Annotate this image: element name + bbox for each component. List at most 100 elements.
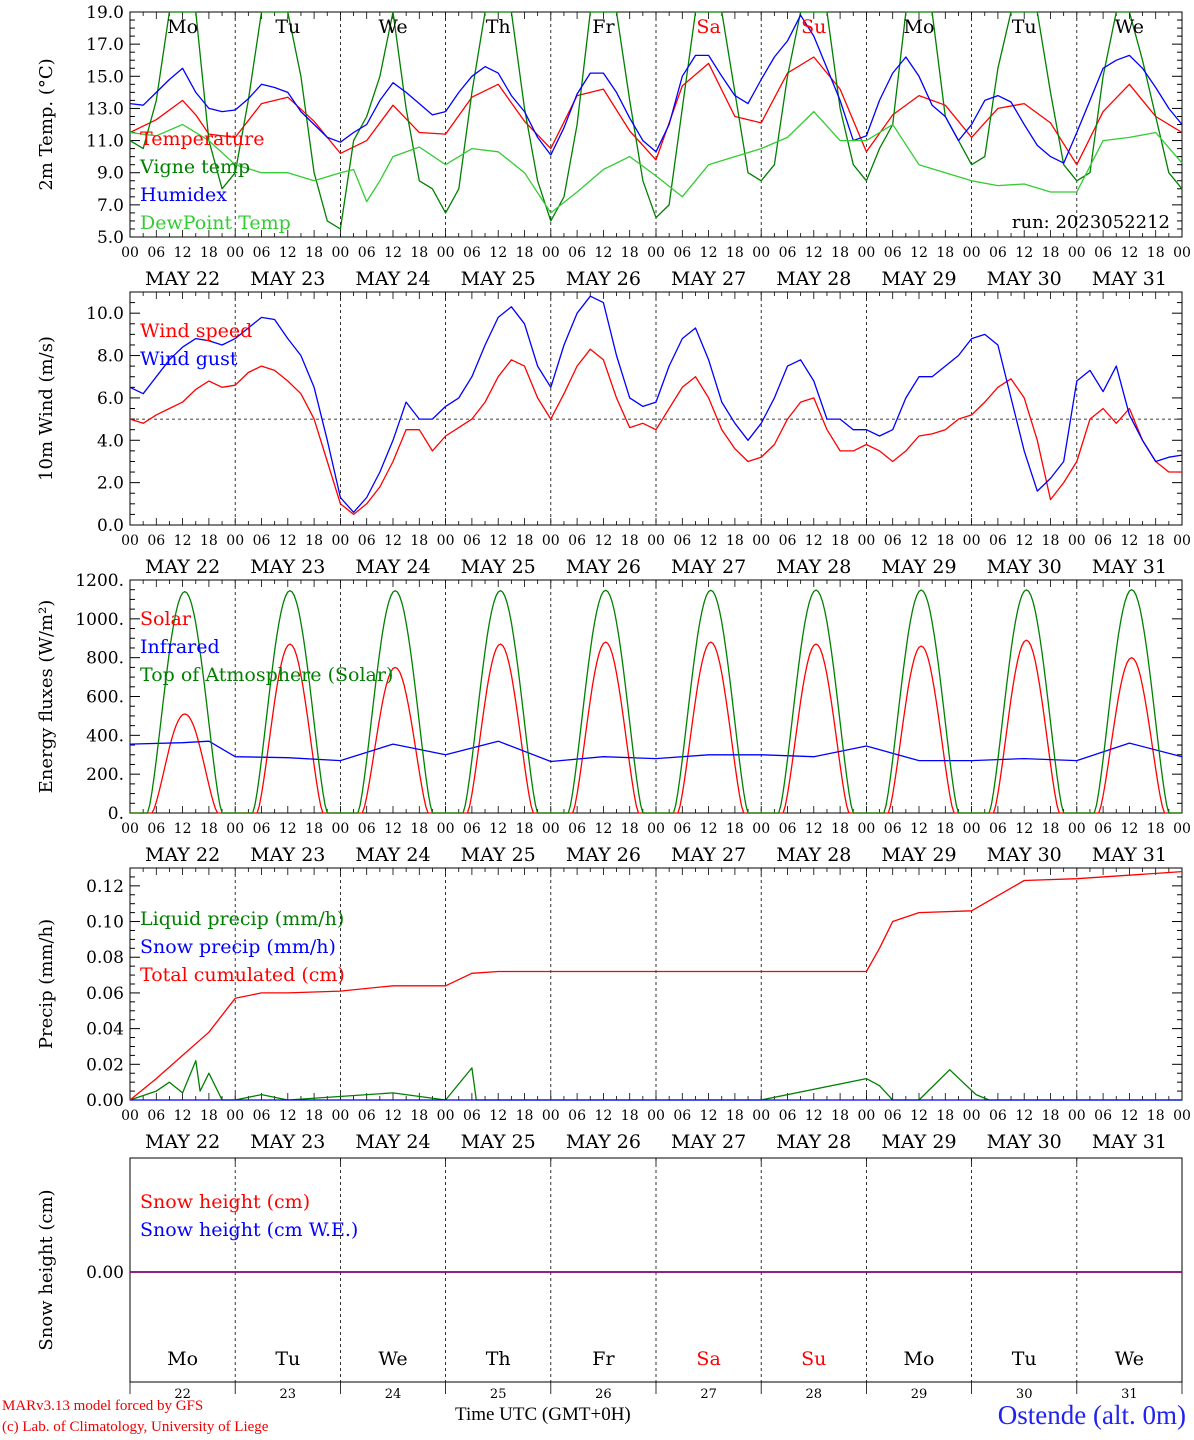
legend-entry: Humidex [140,184,227,206]
date-label: MAY 28 [776,268,851,290]
hour-tick-label: 12 [174,1108,192,1124]
hour-tick-label: 18 [831,821,849,837]
hour-tick-label: 18 [1042,821,1060,837]
hour-tick-label: 00 [226,533,244,549]
y-tick-label: 8.0 [97,347,124,367]
hour-tick-label: 12 [489,245,507,261]
time-axis-label: Time UTC (GMT+0H) [455,1404,631,1425]
date-label: MAY 29 [881,556,956,578]
hour-tick-label: 12 [1015,533,1033,549]
hour-tick-label: 00 [1068,821,1086,837]
hour-tick-label: 18 [1147,245,1165,261]
hour-tick-label: 12 [279,533,297,549]
y-tick-label: 13.0 [86,99,124,119]
hour-tick-label: 00 [121,821,139,837]
day-name-label: We [1115,1348,1144,1370]
hour-tick-label: 18 [200,245,218,261]
hour-tick-label: 18 [516,533,534,549]
hour-tick-label: 00 [752,821,770,837]
hour-tick-label: 00 [331,245,349,261]
legend-entry: Wind gust [140,348,238,370]
hour-tick-label: 00 [857,821,875,837]
day-name-label: Tu [275,16,300,38]
hour-tick-label: 06 [463,245,481,261]
date-label: MAY 27 [671,556,746,578]
legend-entry: Temperature [140,128,264,150]
hour-tick-label: 12 [174,245,192,261]
date-label: MAY 27 [671,1131,746,1153]
hour-tick-label: 00 [226,821,244,837]
y-tick-label: 400. [86,726,124,746]
hour-tick-label: 06 [779,821,797,837]
hour-tick-label: 00 [542,245,560,261]
hour-tick-label: 00 [857,245,875,261]
hour-tick-label: 12 [1120,245,1138,261]
y-tick-label: 0.02 [86,1055,124,1075]
date-label: MAY 23 [250,556,325,578]
hour-tick-label: 06 [884,245,902,261]
legend-entry: Wind speed [140,320,252,342]
date-label: MAY 22 [145,1131,220,1153]
hour-tick-label: 00 [542,821,560,837]
hour-tick-label: 18 [1042,533,1060,549]
hour-tick-label: 18 [410,533,428,549]
hour-tick-label: 06 [884,533,902,549]
hour-tick-label: 18 [831,1108,849,1124]
model-credit: MARv3.13 model forced by GFS [2,1398,204,1414]
date-label: MAY 30 [987,1131,1062,1153]
y-tick-label: 0.0 [97,516,124,536]
hour-tick-label: 12 [700,821,718,837]
series-line-top-of-atmosphere-solar- [130,589,1182,814]
day-name-label: Mo [904,16,935,38]
date-label: MAY 26 [566,1131,641,1153]
y-axis-label: Energy fluxes (W/m²) [36,600,57,794]
hour-tick-label: 12 [910,1108,928,1124]
hour-tick-label: 06 [568,821,586,837]
hour-tick-label: 12 [1015,821,1033,837]
date-label: MAY 29 [881,844,956,866]
hour-tick-label: 18 [936,1108,954,1124]
hour-tick-label: 00 [647,821,665,837]
hour-tick-label: 18 [621,245,639,261]
hour-tick-label: 00 [437,533,455,549]
legend-entry: DewPoint Temp [140,212,291,234]
y-tick-label: 600. [86,688,124,708]
hour-tick-label: 12 [805,533,823,549]
date-label: MAY 24 [355,844,430,866]
hour-tick-label: 12 [279,245,297,261]
date-label: MAY 23 [250,844,325,866]
hour-tick-label: 00 [963,1108,981,1124]
day-number-label: 29 [911,1387,928,1402]
hour-tick-label: 18 [305,1108,323,1124]
y-axis-label: 10m Wind (m/s) [36,336,57,481]
hour-tick-label: 00 [121,533,139,549]
hour-tick-label: 00 [331,533,349,549]
run-label: run: 2023052212 [1012,212,1170,233]
hour-tick-label: 12 [910,245,928,261]
day-name-label: We [378,1348,407,1370]
hour-tick-label: 18 [726,245,744,261]
hour-tick-label: 18 [200,1108,218,1124]
hour-tick-label: 12 [805,245,823,261]
hour-tick-label: 12 [384,1108,402,1124]
hour-tick-label: 06 [253,821,271,837]
hour-tick-label: 12 [384,245,402,261]
hour-tick-label: 06 [1094,1108,1112,1124]
hour-tick-label: 06 [884,1108,902,1124]
hour-tick-label: 18 [516,1108,534,1124]
panel-precip [129,867,1183,1101]
hour-tick-label: 12 [910,533,928,549]
series-line-dewpoint-temp [129,110,1183,214]
hour-tick-label: 18 [936,245,954,261]
day-number-label: 26 [595,1387,612,1402]
date-label: MAY 26 [566,556,641,578]
hour-tick-label: 06 [147,1108,165,1124]
hour-tick-label: 06 [989,245,1007,261]
series-line-temperature [129,56,1183,166]
day-number-label: 28 [806,1387,823,1402]
panel-energy [129,579,1183,814]
hour-tick-label: 12 [700,1108,718,1124]
hour-tick-label: 18 [1147,821,1165,837]
y-tick-label: 15.0 [86,67,124,87]
hour-tick-label: 00 [1173,533,1191,549]
